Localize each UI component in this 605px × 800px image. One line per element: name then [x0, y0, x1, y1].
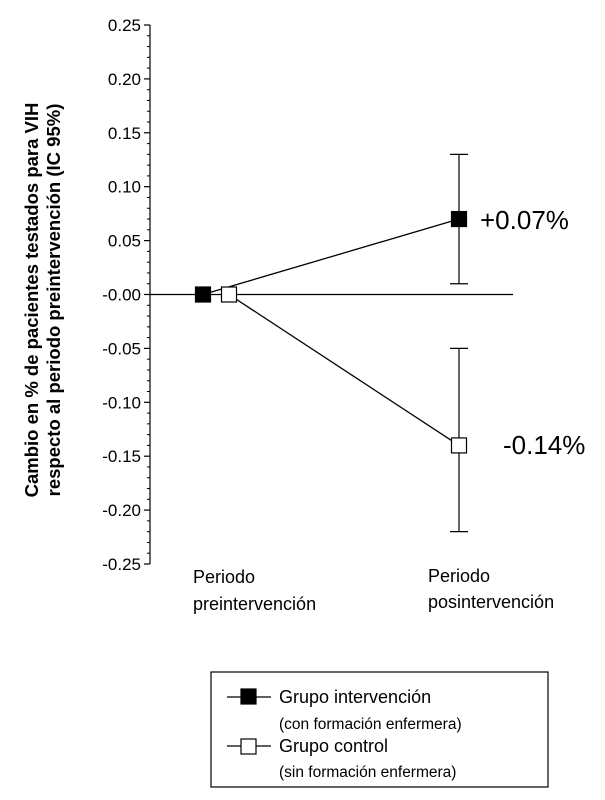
- y-axis-title-line2: respecto al periodo preintervención (IC …: [43, 104, 64, 497]
- legend-label-intervention: Grupo intervención: [279, 687, 431, 707]
- y-tick-label: -0.15: [102, 447, 141, 466]
- legend-box: [210, 671, 549, 788]
- data-label-control: -0.14%: [503, 430, 585, 460]
- data-point-marker: [220, 286, 238, 303]
- y-tick-label: -0.25: [102, 555, 141, 574]
- y-tick-label: 0.20: [108, 70, 141, 89]
- y-axis-title-line1: Cambio en % de pacientes testados para V…: [21, 103, 42, 498]
- y-tick-label: -0.20: [102, 501, 141, 520]
- data-point-marker: [450, 210, 468, 228]
- legend: Grupo intervención (con formación enferm…: [210, 671, 549, 788]
- legend-note-intervention: (con formación enfermera): [279, 716, 462, 733]
- legend-label-control: Grupo control: [279, 736, 388, 756]
- x-category-labels: Periodo preintervención Periodo posinter…: [193, 566, 554, 614]
- data-label-intervention: +0.07%: [480, 205, 569, 235]
- y-tick-label: 0.25: [108, 16, 141, 35]
- y-tick-label: -0.10: [102, 393, 141, 412]
- category-label-2-line2: posintervención: [428, 592, 554, 612]
- series-layer: [194, 153, 468, 533]
- category-label-2-line1: Periodo: [428, 566, 490, 586]
- y-tick-label: 0.15: [108, 124, 141, 143]
- data-point-marker: [450, 437, 468, 454]
- y-tick-label: -0.00: [102, 286, 141, 305]
- series-line-2: [228, 293, 460, 446]
- legend-note-control: (sin formación enfermera): [279, 764, 456, 781]
- y-axis: 0.25 0.20 0.15 0.10 0.05 -0.00 -0.05 -0.10 -0.15…: [102, 16, 151, 574]
- y-axis-title: Cambio en % de pacientes testados para V…: [21, 103, 64, 498]
- legend-marker-intervention: [240, 688, 257, 705]
- category-label-1-line2: preintervención: [193, 594, 316, 614]
- data-point-marker: [194, 286, 212, 303]
- y-tick-label: -0.05: [102, 339, 141, 358]
- y-tick-label: 0.10: [108, 178, 141, 197]
- legend-marker-control: [240, 738, 257, 755]
- series-line-1: [202, 218, 460, 296]
- category-label-1-line1: Periodo: [193, 567, 255, 587]
- y-tick-label: 0.05: [108, 232, 141, 251]
